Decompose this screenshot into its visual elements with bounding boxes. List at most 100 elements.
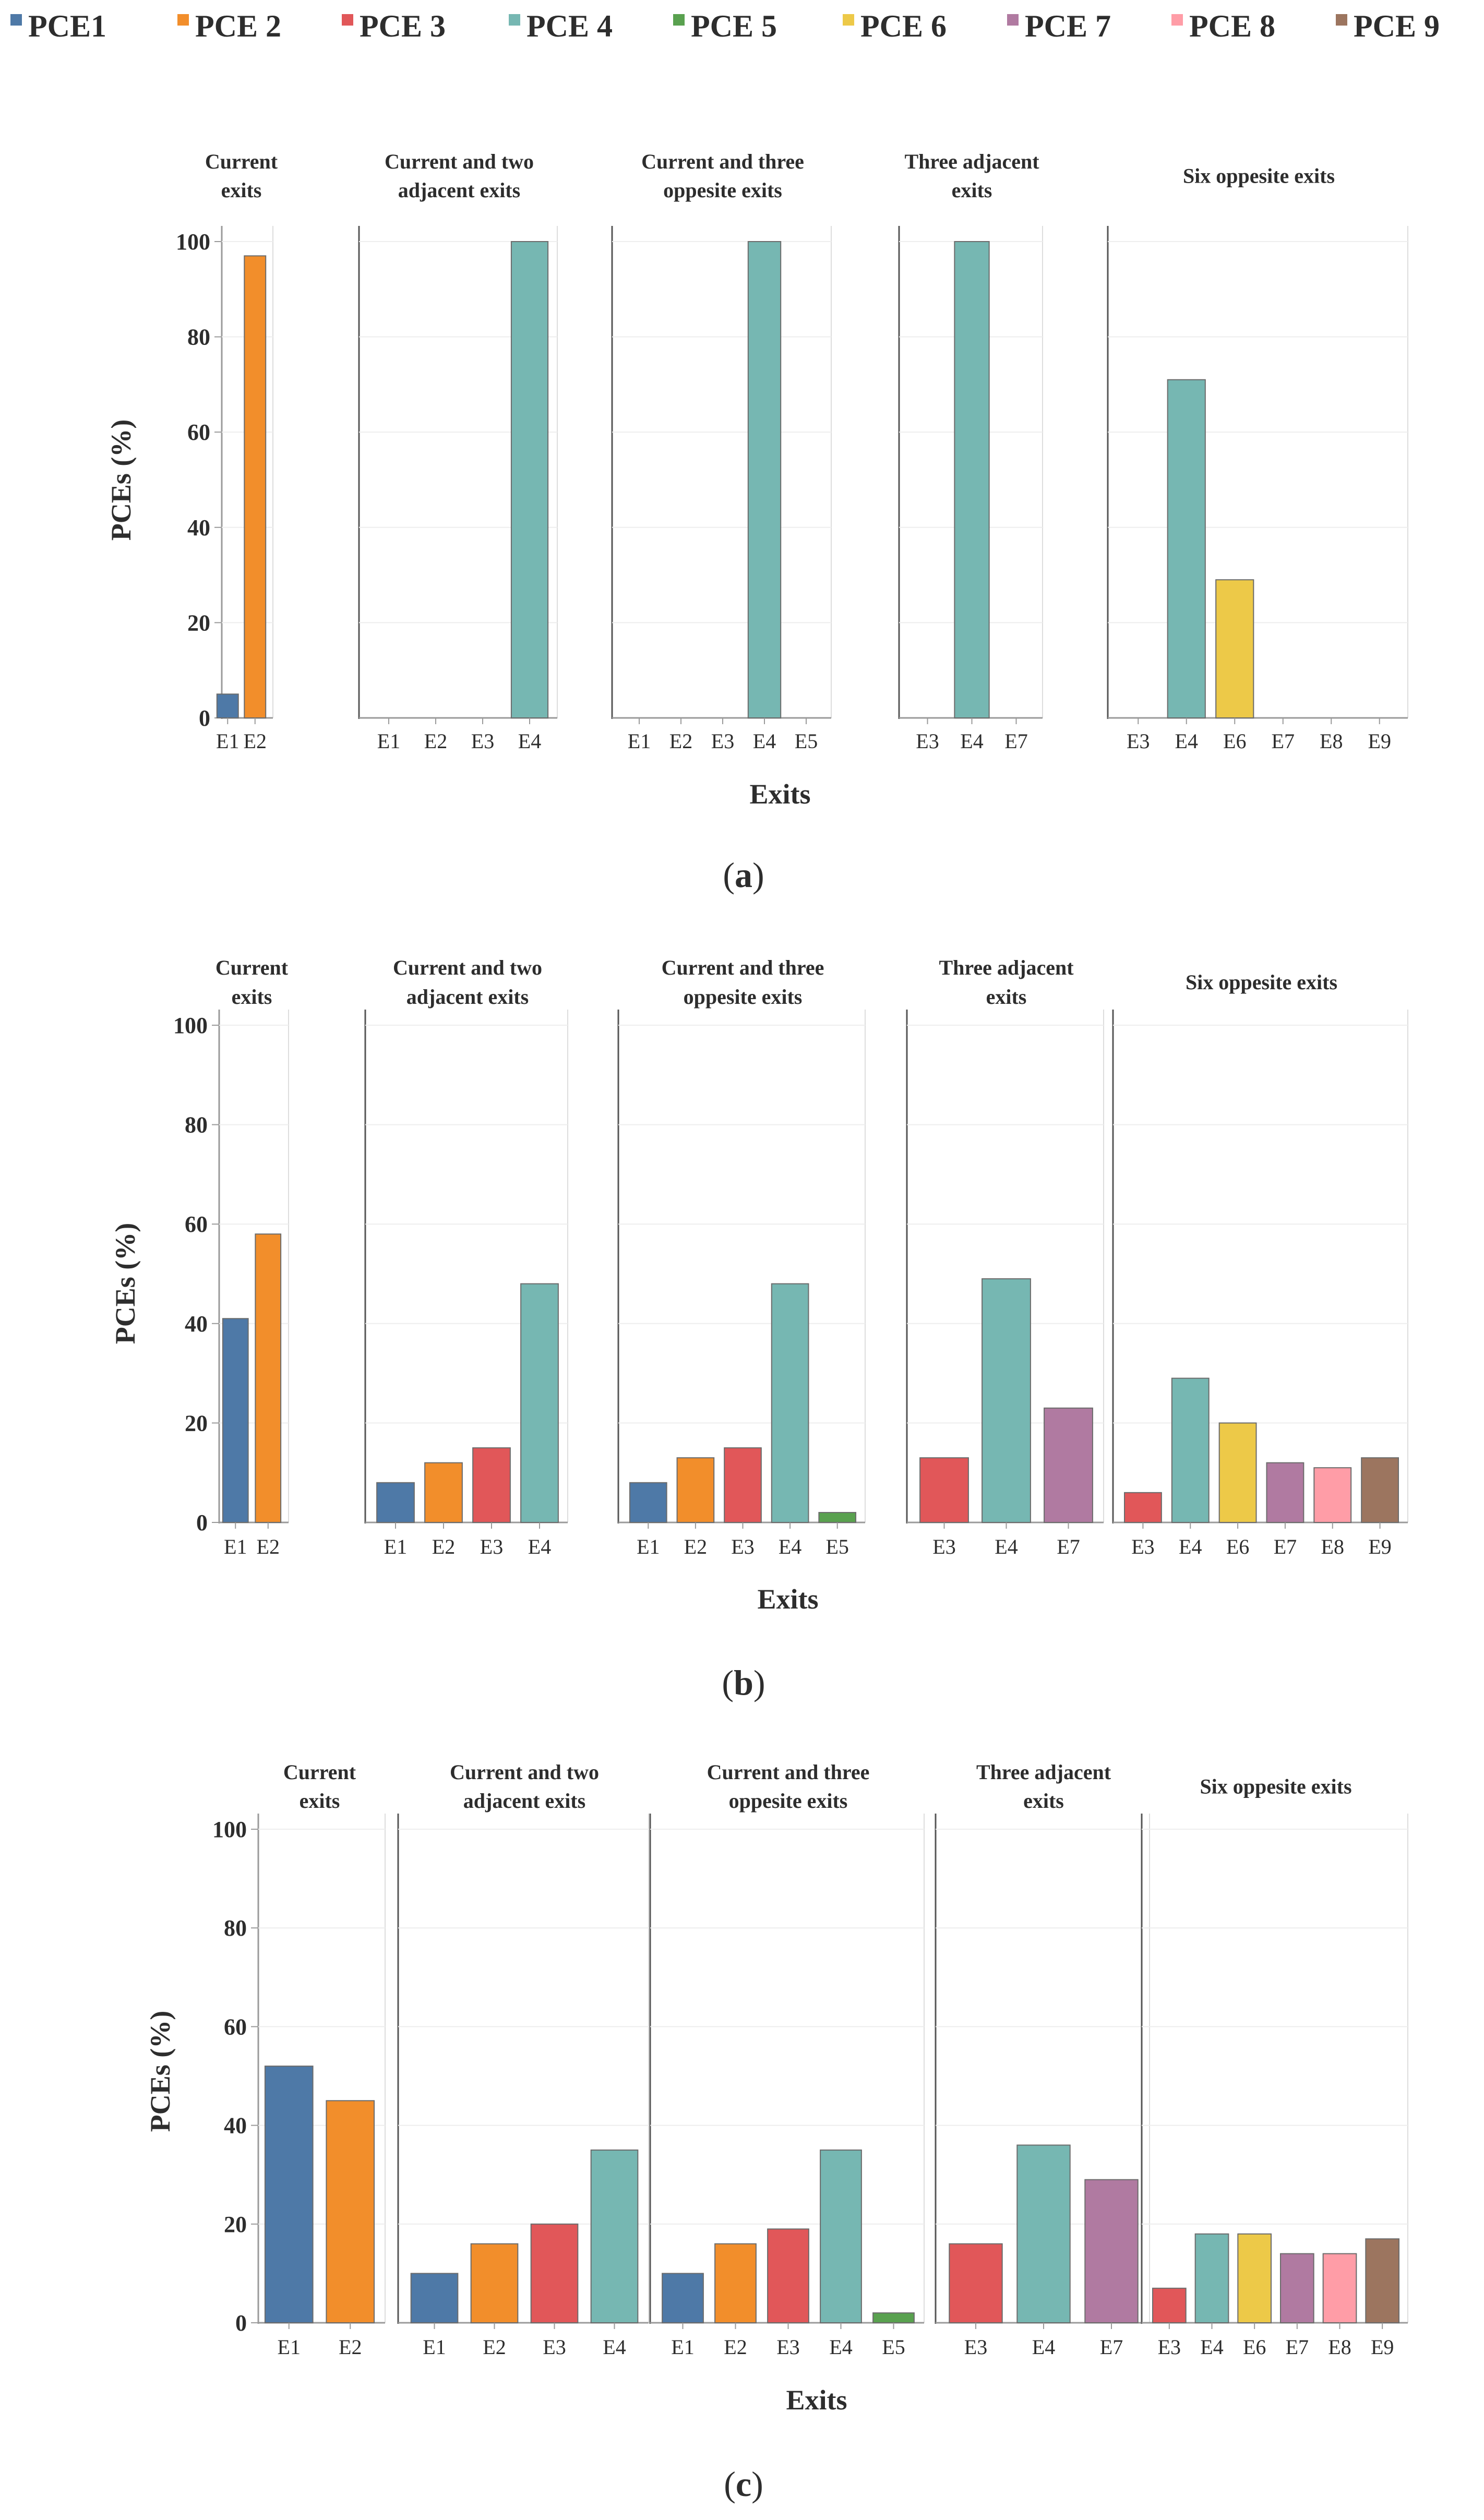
x-tick-label-e3: E3	[711, 729, 734, 753]
x-tick-label-e4: E4	[518, 729, 541, 753]
legend: PCE1 PCE 2 PCE 3 PCE 4 PCE 5 PCE 6 PCE 7 PCE 8 P…	[10, 9, 1440, 43]
bar-e3	[472, 1447, 511, 1523]
x-tick-label-e2: E2	[244, 729, 267, 753]
y-tick-label: 60	[224, 2014, 247, 2039]
legend-label-2: PCE 2	[195, 9, 281, 43]
legend-swatch-2	[177, 14, 189, 26]
legend-label-1: PCE1	[28, 9, 106, 43]
bar-e3	[530, 2223, 579, 2323]
bar-e7	[1279, 2253, 1314, 2324]
x-tick-label-e2: E2	[339, 2335, 362, 2359]
group-title-line: Current and two	[393, 956, 542, 979]
x-tick-label-e2: E2	[424, 729, 447, 753]
x-tick-label-e3: E3	[480, 1535, 503, 1558]
group-title-line: Current and three	[707, 1760, 870, 1784]
bar-e4	[982, 1278, 1031, 1523]
group-title-line: Three adjacent	[976, 1760, 1111, 1784]
legend-label-7: PCE 7	[1025, 9, 1111, 43]
x-tick-label-e4: E4	[528, 1535, 551, 1558]
group-title-line: Six oppesite exits	[1186, 970, 1337, 994]
bar-e4	[1194, 2233, 1229, 2324]
x-tick-label-e4: E4	[1200, 2335, 1223, 2359]
x-tick-label-e5: E5	[795, 729, 818, 753]
x-tick-label-e4: E4	[603, 2335, 626, 2359]
x-tick-label-e4: E4	[779, 1535, 801, 1558]
y-tick-label: 40	[224, 2113, 247, 2139]
group-title-line: Current and three	[641, 150, 804, 173]
bar-e1	[216, 693, 239, 718]
bar-e4	[510, 241, 549, 718]
group-title-line: Three adjacent	[904, 150, 1039, 173]
bar-e3	[949, 2243, 1003, 2324]
x-axis-title: Exits	[749, 778, 810, 810]
bar-e2	[676, 1457, 715, 1523]
group-title-line: Three adjacent	[939, 956, 1074, 979]
bar-e6	[1218, 1422, 1257, 1523]
legend-label-3: PCE 3	[360, 9, 446, 43]
legend-label-4: PCE 4	[526, 9, 613, 43]
x-axis-title: Exits	[786, 2384, 847, 2416]
bar-e7	[1266, 1462, 1305, 1523]
group-title-line: exits	[300, 1789, 340, 1813]
x-tick-label-e6: E6	[1223, 729, 1246, 753]
y-tick-label: 20	[187, 610, 210, 635]
x-tick-label-e7: E7	[1057, 1535, 1080, 1558]
x-tick-label-e3: E3	[543, 2335, 566, 2359]
x-tick-label-e1: E1	[278, 2335, 301, 2359]
x-tick-label-e9: E9	[1368, 1535, 1391, 1558]
bar-e1	[410, 2273, 459, 2323]
group-title-line: exits	[221, 178, 262, 202]
bar-e8	[1322, 2253, 1357, 2324]
bar-e2	[255, 1233, 282, 1523]
legend-swatch-7	[1007, 14, 1019, 26]
legend-swatch-6	[843, 14, 854, 26]
x-tick-label-e3: E3	[471, 729, 494, 753]
bar-e8	[1313, 1467, 1352, 1523]
y-tick-label: 0	[196, 1510, 208, 1535]
group-3: Current and three oppesite exits E1 E2 E3 E4 E…	[649, 1760, 925, 2359]
group-title-line: Current and three	[662, 956, 824, 979]
y-tick-label: 100	[176, 229, 210, 255]
x-tick-label-e4: E4	[1179, 1535, 1202, 1558]
bar-e2	[714, 2243, 757, 2324]
panel-letter: (c)	[724, 2464, 763, 2504]
bar-e2	[244, 255, 267, 718]
bar-e1	[222, 1318, 249, 1523]
y-tick-label: 40	[187, 515, 210, 541]
bar-e4	[747, 241, 782, 718]
bar-e1	[376, 1482, 415, 1523]
group-5: Six oppesite exits E3 E4 E6 E7 E8 E9	[1107, 164, 1408, 753]
group-4: Three adjacent exits E3 E4 E7	[906, 956, 1104, 1558]
bar-e3	[724, 1447, 762, 1523]
y-tick-label: 60	[187, 419, 210, 445]
bar-e1	[662, 2273, 704, 2323]
y-tick-label: 80	[224, 1915, 247, 1941]
bar-e5	[872, 2312, 915, 2324]
group-title-line: adjacent exits	[398, 178, 520, 202]
y-tick-label: 20	[224, 2212, 247, 2237]
legend-swatch-3	[342, 14, 353, 26]
group-title-line: Six oppesite exits	[1183, 164, 1335, 188]
x-tick-label-e1: E1	[628, 729, 651, 753]
bar-e2	[424, 1462, 463, 1523]
x-tick-label-e4: E4	[960, 729, 983, 753]
x-tick-label-e4: E4	[995, 1535, 1018, 1558]
x-tick-label-e1: E1	[423, 2335, 446, 2359]
x-tick-label-e3: E3	[731, 1535, 754, 1558]
y-axis-title: PCEs (%)	[145, 2011, 176, 2132]
x-tick-label-e6: E6	[1243, 2335, 1266, 2359]
bar-e4	[771, 1283, 809, 1523]
legend-label-9: PCE 9	[1354, 9, 1440, 43]
bar-e6	[1237, 2233, 1272, 2324]
y-tick-label: 100	[212, 1817, 247, 1842]
x-tick-label-e3: E3	[776, 2335, 799, 2359]
x-tick-label-e5: E5	[825, 1535, 848, 1558]
x-tick-label-e9: E9	[1368, 729, 1391, 753]
x-tick-label-e1: E1	[384, 1535, 407, 1558]
x-tick-label-e3: E3	[932, 1535, 955, 1558]
legend-swatch-9	[1336, 14, 1347, 26]
